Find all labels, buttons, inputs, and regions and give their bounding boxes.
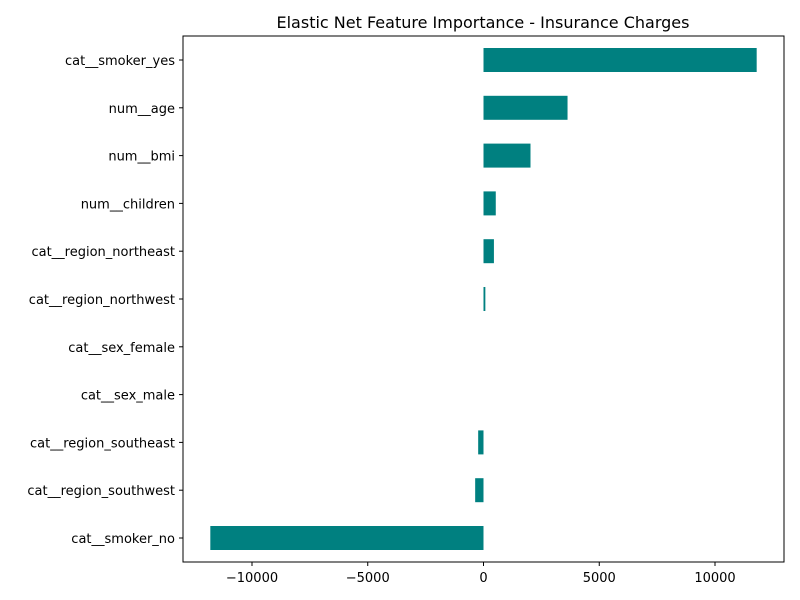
y-tick-label: cat__region_northeast — [31, 245, 175, 260]
y-tick-label: cat__region_northwest — [29, 293, 175, 308]
x-axis: −10000 −5000 0 5000 10000 — [226, 562, 736, 586]
y-tick-label: cat__sex_female — [68, 341, 175, 356]
bar-cat__region_southwest — [475, 478, 484, 503]
x-tick-label: −5000 — [346, 571, 390, 586]
y-tick-labels: cat__smoker_yes num__age num__bmi num__chil… — [27, 54, 183, 547]
y-tick-label: cat__sex_male — [81, 389, 175, 404]
x-tick-label: 5000 — [583, 571, 616, 586]
bar-num__age — [483, 95, 568, 120]
bar-num__children — [483, 191, 496, 216]
chart-title: Elastic Net Feature Importance - Insuran… — [277, 13, 690, 32]
bar-cat__region_northwest — [483, 287, 486, 311]
y-tick-label: cat__smoker_yes — [65, 54, 175, 69]
y-tick-label: cat__region_southwest — [27, 484, 175, 499]
y-tick-label: num__age — [109, 102, 175, 117]
y-tick-label: num__children — [81, 197, 175, 212]
bar-cat__smoker_no — [210, 526, 484, 550]
x-tick-label: 0 — [479, 571, 487, 586]
y-tick-label: cat__region_southeast — [30, 436, 175, 451]
bar-cat__region_northeast — [483, 239, 494, 264]
x-tick-label: 10000 — [694, 571, 735, 586]
y-tick-label: num__bmi — [108, 150, 175, 165]
x-tick-label: −10000 — [226, 571, 278, 586]
y-tick-label: cat__smoker_no — [71, 532, 175, 547]
bar-num__bmi — [483, 143, 531, 168]
plot-frame — [182, 35, 785, 563]
bar-cat__region_southeast — [478, 430, 484, 455]
bars-group — [210, 48, 757, 550]
bar-cat__smoker_yes — [483, 48, 757, 72]
